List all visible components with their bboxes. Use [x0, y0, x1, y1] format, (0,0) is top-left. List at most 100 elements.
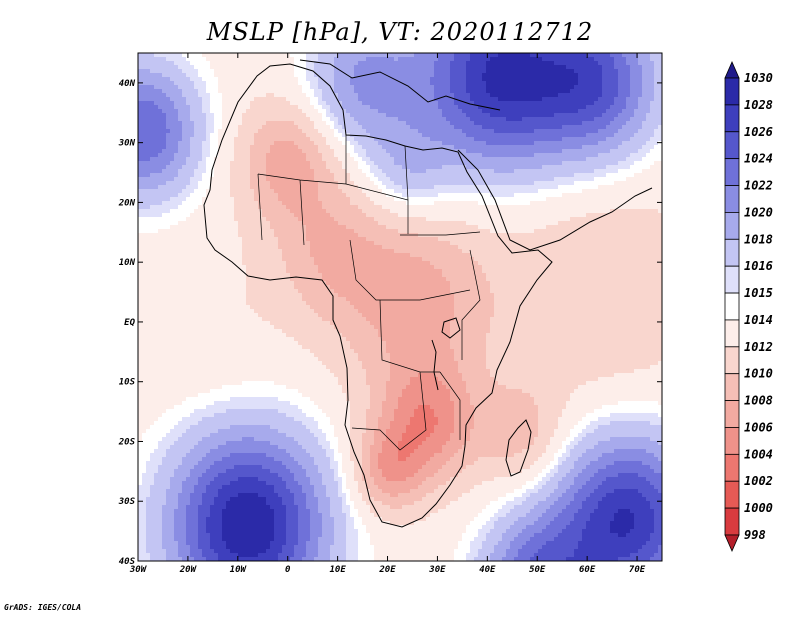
pressure-cell — [434, 69, 439, 74]
pressure-cell — [418, 173, 423, 178]
pressure-cell — [510, 197, 515, 202]
pressure-cell — [326, 61, 331, 66]
pressure-cell — [566, 57, 571, 62]
pressure-cell — [478, 77, 483, 82]
pressure-cell — [178, 73, 183, 78]
pressure-cell — [434, 109, 439, 114]
pressure-cell — [382, 109, 387, 114]
pressure-cell — [406, 149, 411, 154]
pressure-cell — [570, 109, 575, 114]
pressure-cell — [418, 101, 423, 106]
pressure-cell — [326, 141, 331, 146]
pressure-cell — [166, 141, 171, 146]
pressure-cell — [558, 89, 563, 94]
pressure-cell — [658, 169, 663, 174]
pressure-cell — [282, 153, 287, 158]
pressure-cell — [310, 117, 315, 122]
pressure-cell — [198, 177, 203, 182]
pressure-cell — [506, 201, 511, 206]
pressure-cell — [490, 117, 495, 122]
pressure-cell — [542, 65, 547, 70]
pressure-cell — [190, 97, 195, 102]
pressure-cell — [618, 185, 623, 190]
pressure-cell — [242, 113, 247, 118]
pressure-cell — [654, 117, 659, 122]
pressure-cell — [486, 193, 491, 198]
pressure-cell — [370, 109, 375, 114]
pressure-cell — [586, 105, 591, 110]
pressure-cell — [570, 141, 575, 146]
pressure-cell — [638, 193, 643, 198]
pressure-cell — [338, 149, 343, 154]
pressure-cell — [398, 185, 403, 190]
pressure-cell — [574, 109, 579, 114]
pressure-cell — [174, 193, 179, 198]
pressure-cell — [454, 165, 459, 170]
pressure-cell — [254, 165, 259, 170]
pressure-cell — [174, 133, 179, 138]
pressure-cell — [646, 57, 651, 62]
pressure-cell — [254, 185, 259, 190]
pressure-cell — [190, 193, 195, 198]
pressure-cell — [602, 153, 607, 158]
pressure-cell — [462, 173, 467, 178]
pressure-cell — [582, 189, 587, 194]
pressure-cell — [590, 113, 595, 118]
pressure-cell — [226, 69, 231, 74]
pressure-cell — [422, 81, 427, 86]
pressure-cell — [162, 193, 167, 198]
pressure-cell — [314, 77, 319, 82]
pressure-cell — [534, 185, 539, 190]
pressure-cell — [466, 157, 471, 162]
pressure-cell — [530, 169, 535, 174]
pressure-cell — [426, 69, 431, 74]
pressure-cell — [222, 125, 227, 130]
pressure-cell — [354, 189, 359, 194]
pressure-cell — [470, 109, 475, 114]
pressure-cell — [182, 197, 187, 202]
pressure-cell — [418, 145, 423, 150]
pressure-cell — [630, 81, 635, 86]
pressure-cell — [242, 121, 247, 126]
pressure-cell — [174, 77, 179, 82]
pressure-cell — [610, 85, 615, 90]
pressure-cell — [278, 201, 283, 206]
pressure-cell — [562, 77, 567, 82]
pressure-cell — [210, 137, 215, 142]
pressure-cell — [586, 129, 591, 134]
pressure-cell — [654, 133, 659, 138]
pressure-cell — [258, 53, 263, 58]
pressure-cell — [566, 121, 571, 126]
pressure-cell — [406, 141, 411, 146]
pressure-cell — [158, 149, 163, 154]
pressure-cell — [310, 81, 315, 86]
pressure-cell — [578, 77, 583, 82]
pressure-cell — [470, 121, 475, 126]
pressure-cell — [318, 53, 323, 58]
pressure-cell — [262, 93, 267, 98]
pressure-cell — [534, 57, 539, 62]
pressure-cell — [494, 73, 499, 78]
pressure-cell — [166, 149, 171, 154]
pressure-cell — [494, 57, 499, 62]
pressure-cell — [442, 117, 447, 122]
pressure-cell — [374, 125, 379, 130]
pressure-cell — [354, 157, 359, 162]
pressure-cell — [358, 73, 363, 78]
pressure-cell — [178, 117, 183, 122]
pressure-cell — [630, 177, 635, 182]
pressure-cell — [218, 173, 223, 178]
pressure-cell — [606, 85, 611, 90]
pressure-cell — [654, 57, 659, 62]
pressure-cell — [394, 101, 399, 106]
pressure-cell — [242, 177, 247, 182]
pressure-cell — [242, 189, 247, 194]
pressure-cell — [370, 145, 375, 150]
pressure-cell — [470, 185, 475, 190]
pressure-cell — [222, 117, 227, 122]
pressure-cell — [526, 85, 531, 90]
pressure-cell — [242, 161, 247, 166]
pressure-cell — [282, 173, 287, 178]
pressure-cell — [314, 141, 319, 146]
pressure-cell — [394, 125, 399, 130]
